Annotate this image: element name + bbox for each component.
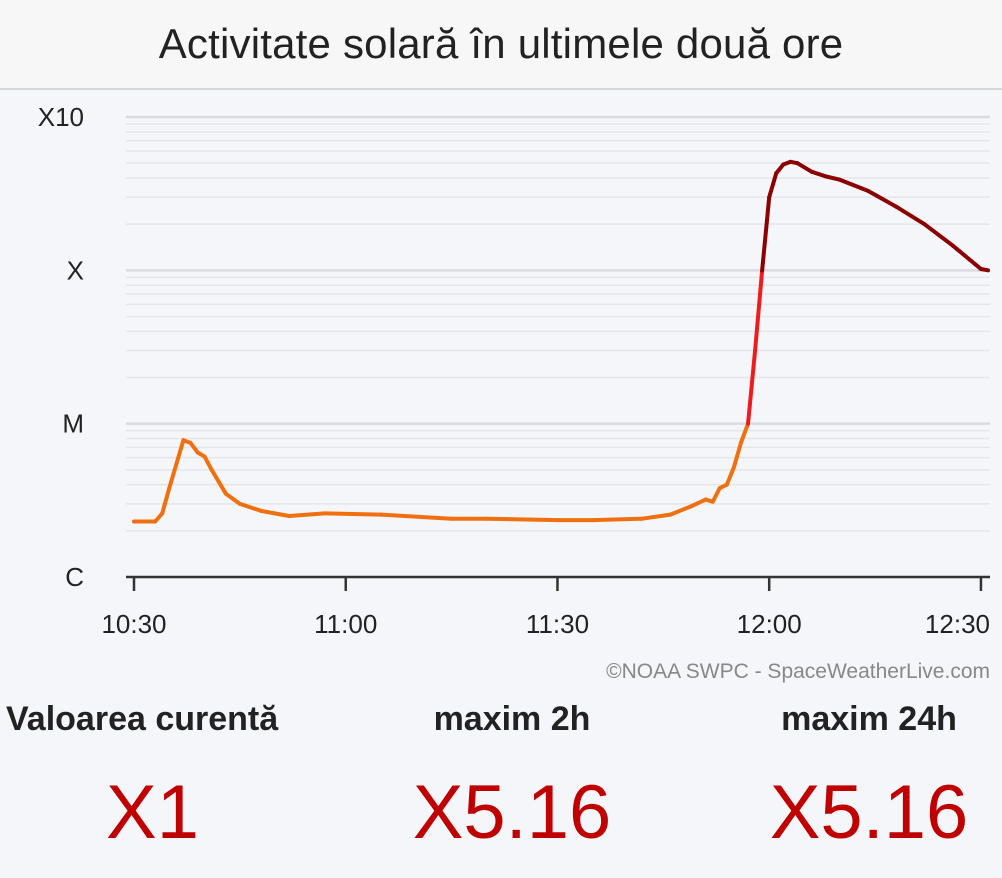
flux-segment [322,511,384,517]
y-tick-label: M [62,409,84,439]
flux-segment [823,174,842,182]
stat-current-label: Valoarea curentă [6,700,279,738]
stat-current-value: X1 [106,770,199,855]
chart-credit: ©NOAA SWPC - SpaceWeatherLive.com [606,660,990,683]
stat-current: Valoarea curentă X1 [6,700,278,856]
flux-segment [738,421,751,445]
x-tick-label: 11:30 [526,609,589,639]
chart-header: Activitate solară în ultimele două ore [0,0,1002,90]
solar-activity-chart: X10 X M C 10:30 11:00 11:30 12:00 12:30 ©NOAA SW… [38,102,990,683]
flux-segment [223,491,242,506]
flux-segment [640,512,673,521]
flux-segment [922,222,955,248]
flux-segment [209,467,228,496]
flux-segment [837,177,871,193]
flux-segment [160,486,172,516]
stat-max-2h-value: X5.16 [412,770,612,855]
x-tick-label: 10:30 [101,609,166,639]
y-tick-label: X [67,255,84,285]
flux-segment [978,267,990,273]
flux-segment [760,195,772,273]
flux-segment [731,440,743,470]
x-tick-label: 12:30 [925,609,990,639]
stat-max-2h: maxim 2h X5.16 [412,700,612,856]
flux-segment [287,511,327,518]
flux-segment [590,516,645,523]
flux-segment [710,486,722,504]
flux-line [132,159,990,524]
flux-segment [950,243,983,272]
flux-segment [866,188,899,209]
flux-segment [809,169,828,179]
flux-segment [484,516,560,523]
stat-max-24h: maxim 24h X5.16 [766,700,972,856]
y-tick-label: X10 [38,102,84,132]
x-tick-label: 11:00 [314,609,377,639]
flux-segment [894,204,927,227]
flux-segment [202,454,214,472]
chart-title: Activitate solară în ultimele două ore [158,20,844,67]
flux-segment [795,161,814,174]
flux-segment [259,508,292,518]
x-tick-label: 12:00 [737,609,802,639]
flux-segment [767,171,779,200]
flux-segment [753,268,765,353]
stat-max-2h-label: maxim 2h [433,700,591,738]
stat-max-24h-value: X5.16 [769,770,969,855]
grid [126,115,990,532]
flux-segment [668,504,694,517]
flux-segment [689,497,708,509]
flux-segment [724,465,736,487]
flux-segment [237,501,264,513]
flux-segment [746,348,758,426]
stat-max-24h-label: maxim 24h [781,700,957,738]
axes: X10 X M C 10:30 11:00 11:30 12:00 12:30 [38,102,990,639]
stats-panel: Valoarea curentă X1 maxim 2h X5.16 maxim… [0,700,1002,878]
flux-segment [167,438,186,491]
flux-segment [379,512,454,521]
y-tick-label: C [65,562,84,592]
